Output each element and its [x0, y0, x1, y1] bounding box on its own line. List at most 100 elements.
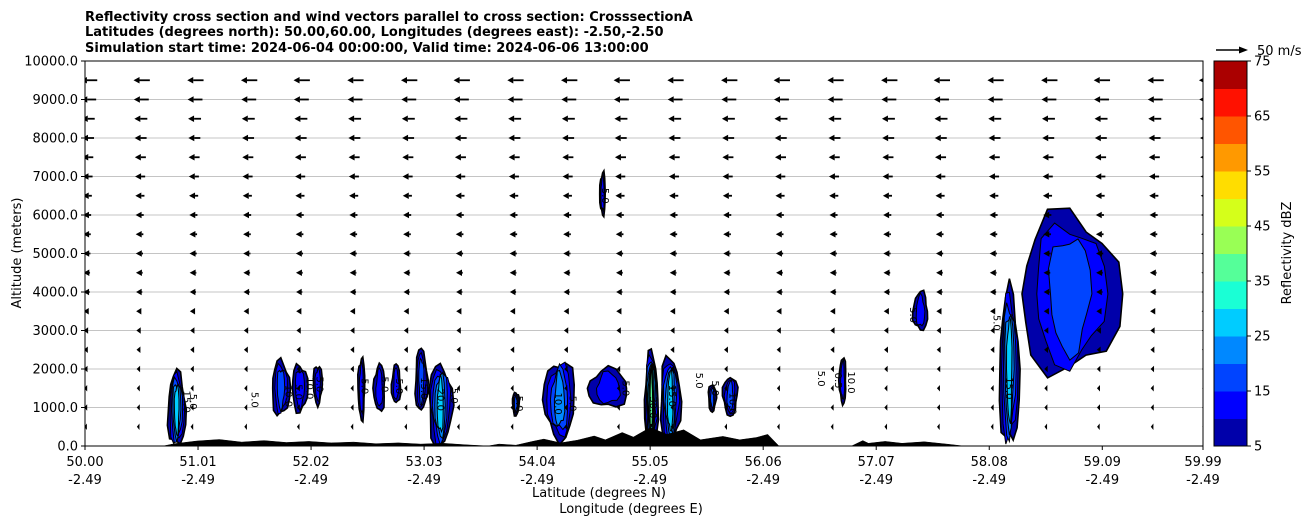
wind-vector [563, 231, 571, 238]
wind-vector-head [134, 154, 141, 161]
wind-vector [455, 192, 465, 199]
reflectivity-cell-8 [428, 362, 455, 446]
wind-vector-head [1150, 308, 1156, 315]
wind-vector-head [241, 115, 248, 122]
wind-vector-head [508, 134, 515, 142]
wind-vector-head [133, 96, 140, 103]
wind-vector [348, 134, 361, 142]
wind-vector [884, 365, 888, 373]
wind-vector [403, 269, 411, 276]
wind-vector-head [937, 423, 940, 430]
reflectivity-cell-1-level-2 [276, 369, 286, 414]
wind-vector-head [244, 423, 247, 430]
wind-vector [1150, 308, 1156, 315]
reflectivity-cell-6-level-1 [392, 367, 400, 401]
colorbar-tick-label-1: 15 [1254, 385, 1271, 400]
reflectivity-cell-10 [541, 361, 576, 446]
wind-vector [189, 269, 197, 276]
wind-vector-head [403, 211, 410, 219]
wind-vector-head [242, 173, 249, 180]
wind-vector [884, 385, 888, 392]
wind-vector [990, 327, 995, 334]
reflectivity-cell-10-level-3 [553, 369, 566, 428]
wind-vector-head [510, 423, 514, 430]
wind-vector-head [136, 327, 141, 334]
wind-vector [988, 154, 1000, 161]
wind-vector-head [1150, 327, 1155, 334]
wind-vector [510, 365, 514, 373]
wind-vector-head [456, 365, 461, 373]
wind-vector-head [402, 134, 409, 142]
wind-vector [189, 308, 196, 315]
wind-vector-head [563, 269, 570, 276]
wind-vector-head [775, 231, 782, 238]
wind-vector [1096, 404, 1100, 411]
wind-vector-head [830, 404, 834, 411]
wind-vector-head [669, 269, 676, 276]
wind-vector [400, 77, 418, 84]
wind-vector [296, 423, 300, 430]
wind-vector [510, 346, 515, 353]
wind-vector-head [189, 192, 196, 199]
wind-vector [724, 404, 728, 411]
wind-vector-head [295, 250, 302, 257]
colorbar-band-5 [1214, 281, 1247, 309]
reflectivity-cell-1 [271, 356, 292, 417]
wind-vector [669, 231, 678, 238]
wind-vector-head [1200, 213, 1203, 217]
reflectivity-cell-4-level-1 [358, 360, 364, 415]
wind-vector [935, 250, 944, 257]
wind-vector-head [135, 173, 142, 180]
wind-vector [936, 365, 941, 373]
wind-vector [827, 96, 843, 103]
wind-vector [243, 346, 248, 353]
contour-label-19: 15.0 [666, 385, 677, 407]
wind-vector [776, 365, 781, 373]
wind-vector [776, 346, 781, 353]
wind-vector [829, 211, 838, 219]
wind-vector [1149, 231, 1158, 238]
wind-vector-head [616, 327, 621, 334]
wind-vector [882, 134, 895, 142]
wind-vector-head [987, 77, 994, 84]
colorbar-tick-label-0: 5 [1254, 440, 1262, 455]
wind-vector-head [775, 173, 782, 180]
wind-vector-head [242, 211, 249, 219]
wind-vector [85, 154, 94, 161]
wind-vector-head [1042, 154, 1049, 161]
wind-vector-head [1096, 308, 1102, 315]
wind-vector-head [348, 115, 355, 122]
wind-vector [349, 308, 356, 315]
wind-vector [1041, 77, 1058, 84]
wind-vector [349, 231, 358, 238]
wind-vector [1096, 385, 1100, 392]
wind-vector [508, 173, 519, 180]
wind-vector [1044, 385, 1048, 392]
wind-vector [404, 365, 408, 373]
wind-vector [563, 250, 571, 257]
colorbar-label: Reflectivity dBZ [1280, 202, 1295, 305]
x-tick-label-lon-6: -2.49 [746, 473, 780, 488]
wind-vector-head [935, 192, 942, 199]
wind-vector-head [668, 134, 675, 142]
wind-vector [774, 134, 787, 142]
reflectivity-cell-11-level-1 [600, 173, 605, 213]
wind-vector-head [190, 365, 194, 373]
wind-vector-head [669, 211, 676, 219]
wind-vector [1150, 385, 1154, 392]
wind-vector [564, 385, 568, 392]
wind-vector-head [403, 346, 408, 353]
wind-vector [829, 192, 839, 199]
wind-vector [669, 250, 677, 257]
wind-vector-head [884, 423, 888, 430]
wind-vector [936, 288, 943, 296]
wind-vector-head [883, 269, 890, 276]
contour-label-13: 5.0 [513, 396, 524, 412]
colorbar-band-11 [1214, 116, 1247, 144]
wind-vector [1096, 327, 1101, 334]
wind-vector [614, 134, 627, 142]
wind-vector-head [1095, 192, 1102, 199]
wind-vector [347, 96, 363, 103]
wind-vector-head [829, 231, 836, 238]
wind-vector [85, 327, 89, 334]
